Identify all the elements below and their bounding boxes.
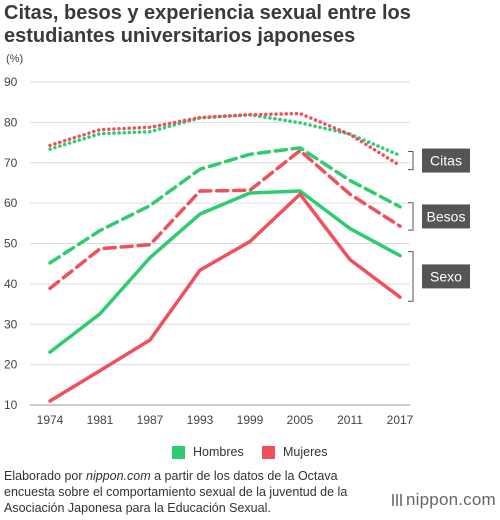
y-tick-label: 60 <box>4 196 18 210</box>
line-chart: 10 20 30 40 50 60 70 80 90 1974 1981 1987 1993 1999 20… <box>4 75 470 427</box>
bracket-sexo <box>408 251 414 302</box>
nippon-logo: nippon.com <box>392 490 496 510</box>
y-tick-label: 40 <box>4 277 18 291</box>
y-tick-label: 30 <box>4 317 18 331</box>
chart-title: Citas, besos y experiencia sexual entre … <box>4 2 411 47</box>
source-note-after: a partir de los datos de la Octava encue… <box>4 469 348 515</box>
group-label-citas: Citas <box>430 153 462 169</box>
source-note: Elaborado por nippon.com a partir de los… <box>4 468 384 516</box>
bracket-citas <box>408 150 414 171</box>
legend-label-mujeres: Mujeres <box>283 445 328 459</box>
group-label-sexo: Sexo <box>430 268 462 284</box>
x-tick-label: 2017 <box>387 413 414 427</box>
legend-item-hombres: Hombres <box>172 445 244 459</box>
x-tick-label: 1993 <box>187 413 214 427</box>
series-line-besos-mujeres <box>48 148 402 291</box>
series-line-sexo-hombres <box>48 189 402 354</box>
source-note-site: nippon.com <box>86 469 151 483</box>
series-line-sexo-mujeres <box>48 192 402 403</box>
series-line-citas-mujeres <box>48 111 402 168</box>
y-tick-label: 20 <box>4 358 18 372</box>
group-label-box-citas <box>422 148 470 173</box>
nippon-logo-icon <box>392 494 402 506</box>
y-tick-label: 10 <box>4 398 18 412</box>
y-tick-label: 70 <box>4 156 18 170</box>
y-tick-label: 50 <box>4 237 18 251</box>
legend-swatch-hombres <box>172 445 185 459</box>
legend-swatch-mujeres <box>262 445 275 459</box>
y-tick-label: 90 <box>4 75 18 89</box>
y-axis-unit: (%) <box>6 53 24 65</box>
group-label-besos: Besos <box>427 208 466 224</box>
group-label-box-besos <box>422 204 470 229</box>
x-tick-label: 2005 <box>287 413 314 427</box>
bracket-besos <box>408 202 414 231</box>
legend-label-hombres: Hombres <box>193 445 244 459</box>
x-tick-label: 1974 <box>37 413 64 427</box>
legend-item-mujeres: Mujeres <box>262 445 327 459</box>
x-tick-label: 1999 <box>237 413 264 427</box>
x-tick-label: 2011 <box>337 413 363 427</box>
y-tick-label: 80 <box>4 115 18 129</box>
group-label-box-sexo <box>422 264 470 289</box>
source-note-before: Elaborado por <box>4 469 87 483</box>
logo-text: nippon.com <box>406 490 496 509</box>
x-tick-label: 1981 <box>87 413 114 427</box>
x-tick-label: 1987 <box>137 413 164 427</box>
series-line-besos-hombres <box>48 146 402 265</box>
